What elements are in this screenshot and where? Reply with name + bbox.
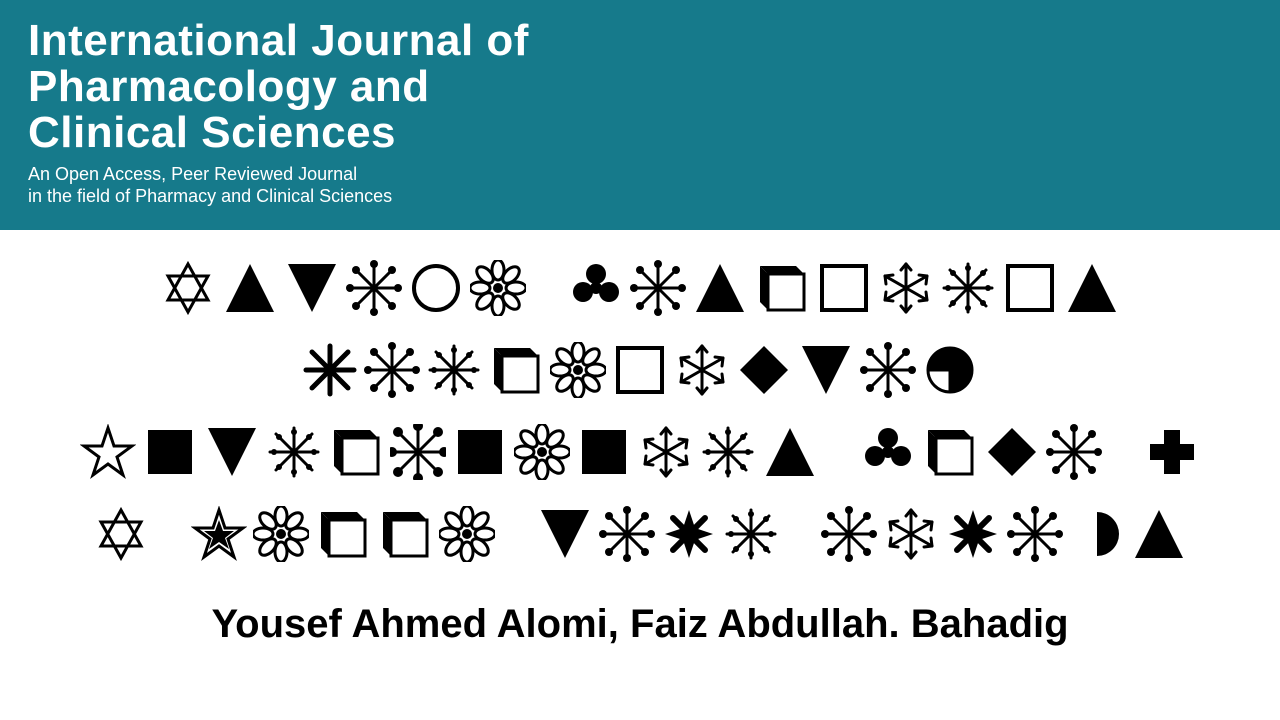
symbol-gap <box>155 506 185 562</box>
snowflake-icon <box>883 506 939 562</box>
symbol-row <box>93 506 1187 562</box>
asterisk8-icon <box>302 342 358 398</box>
sparkle-icon <box>364 342 420 398</box>
sparkle-icon <box>630 260 686 316</box>
sparkle-icon <box>1007 506 1063 562</box>
snow-ornate-icon <box>266 424 322 480</box>
title-line-3: Clinical Sciences <box>28 108 396 157</box>
star-david-icon <box>160 260 216 316</box>
symbol-row <box>302 342 978 398</box>
sparkle-icon <box>599 506 655 562</box>
symbol-gap <box>501 506 531 562</box>
club-icon <box>860 424 916 480</box>
triangle-down-icon <box>798 342 854 398</box>
diamond-icon <box>736 342 792 398</box>
triangle-down-icon <box>204 424 260 480</box>
triangle-up-icon <box>222 260 278 316</box>
star5-outline-icon <box>80 424 136 480</box>
authors-line: Yousef Ahmed Alomi, Faiz Abdullah. Bahad… <box>60 602 1220 647</box>
snow-ornate-icon <box>700 424 756 480</box>
triangle-up-icon <box>1064 260 1120 316</box>
flower-big-icon <box>253 506 309 562</box>
symbol-block <box>60 260 1220 562</box>
body-area: Yousef Ahmed Alomi, Faiz Abdullah. Bahad… <box>0 230 1280 647</box>
flower-big-icon <box>439 506 495 562</box>
triangle-up-icon <box>692 260 748 316</box>
square-outline-icon <box>1002 260 1058 316</box>
sparkle-icon <box>860 342 916 398</box>
star5-inset-icon <box>191 506 247 562</box>
square-outline-icon <box>612 342 668 398</box>
flower-big-icon <box>550 342 606 398</box>
snow-ornate-icon <box>723 506 779 562</box>
box-3d-icon <box>754 260 810 316</box>
sparkle-icon <box>1046 424 1102 480</box>
snowflake-icon <box>674 342 730 398</box>
journal-title: International Journal of Pharmacology an… <box>28 18 1252 157</box>
symbol-row <box>80 424 1200 480</box>
subtitle-line-1: An Open Access, Peer Reviewed Journal <box>28 164 357 184</box>
square-outline-icon <box>816 260 872 316</box>
flower-big-icon <box>470 260 526 316</box>
symbol-gap <box>1108 424 1138 480</box>
diamond-icon <box>984 424 1040 480</box>
symbol-gap <box>824 424 854 480</box>
triangle-down-icon <box>284 260 340 316</box>
diamond4-icon <box>661 506 717 562</box>
box-3d-icon <box>328 424 384 480</box>
journal-header: International Journal of Pharmacology an… <box>0 0 1280 230</box>
flower-big-icon <box>514 424 570 480</box>
snow-ornate-icon <box>426 342 482 398</box>
sparkle-icon <box>821 506 877 562</box>
symbol-gap <box>532 260 562 316</box>
journal-subtitle: An Open Access, Peer Reviewed Journal in… <box>28 163 1252 208</box>
square-solid-icon <box>452 424 508 480</box>
snowflake-icon <box>638 424 694 480</box>
triangle-up-icon <box>762 424 818 480</box>
plus-solid-icon <box>1144 424 1200 480</box>
sparkle-icon <box>346 260 402 316</box>
star-david-icon <box>93 506 149 562</box>
club-icon <box>568 260 624 316</box>
title-line-2: Pharmacology and <box>28 62 430 111</box>
symbol-gap <box>785 506 815 562</box>
half-circle-icon <box>1069 506 1125 562</box>
subtitle-line-2: in the field of Pharmacy and Clinical Sc… <box>28 186 392 206</box>
snowflake-icon <box>878 260 934 316</box>
symbol-row <box>160 260 1120 316</box>
circle-outline-icon <box>408 260 464 316</box>
square-solid-icon <box>576 424 632 480</box>
snow-ornate-icon <box>940 260 996 316</box>
sparkle-wide-icon <box>390 424 446 480</box>
diamond4-icon <box>945 506 1001 562</box>
triangle-up-icon <box>1131 506 1187 562</box>
box-3d-icon <box>922 424 978 480</box>
box-3d-icon <box>315 506 371 562</box>
box-3d-icon <box>377 506 433 562</box>
title-line-1: International Journal of <box>28 16 529 65</box>
box-3d-icon <box>488 342 544 398</box>
triangle-down-icon <box>537 506 593 562</box>
square-solid-icon <box>142 424 198 480</box>
split-circle-icon <box>922 342 978 398</box>
